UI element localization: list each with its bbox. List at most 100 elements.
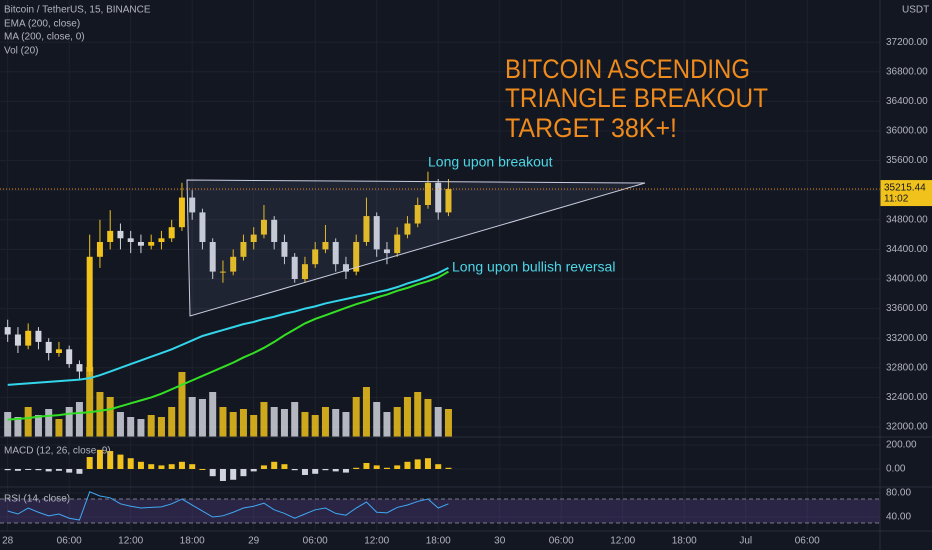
y-tick-label: 33600.00 [886,303,928,314]
volume-bar [34,415,42,437]
volume-bar [280,409,288,437]
macd-bar [230,468,237,480]
triangle-drawing [186,179,646,317]
candle-body [178,197,185,228]
candle-body [291,256,298,279]
annotation: BITCOIN ASCENDING [505,54,750,84]
candle-body [445,189,452,213]
x-tick-label: 30 [494,536,506,547]
indicator-label: EMA (200, close) [4,19,80,30]
volume-bar [157,417,165,437]
volume-bar [86,367,94,437]
candle-body [322,241,329,250]
volume-bar [352,397,360,437]
macd-bar [66,468,73,473]
macd-bar [14,468,21,471]
candle-body [86,256,93,372]
candle-body [148,241,155,246]
macd-bar [291,468,298,471]
overlay: 28 06:00 12:00 18:00 29 06:00 12:00 18:00 30 06:0… [0,37,932,547]
candle-body [383,249,390,254]
macd-bar [342,468,349,473]
macd-bar [189,464,196,469]
chart-title: Bitcoin / TetherUS, 15, BINANCE [4,5,151,16]
annotation: TARGET 38K+! [505,113,677,143]
last-price-label: 35215.44 [884,183,926,194]
macd-bar [363,463,370,469]
volume-bar [362,387,370,437]
rsi-label: RSI (14, close) [4,494,70,505]
candle-body [209,241,216,272]
candle-body [14,334,21,346]
y-tick-label: 40.00 [886,512,911,523]
volume-bar [393,407,401,437]
ma-line [7,267,449,386]
candle-body [404,223,411,235]
candle-body [189,197,196,213]
volume-bar [55,419,63,437]
macd-bar [383,467,390,469]
annotation: TRIANGLE BREAKOUT [505,83,768,113]
macd-bar [96,449,103,469]
candle-body [240,241,247,257]
macd-bar [117,454,124,469]
macd-bar [86,457,93,469]
x-tick-label: 06:00 [549,536,574,547]
macd-bar [158,465,165,469]
candle-body [45,341,52,354]
volume-bar [229,412,237,437]
volume-bar [414,392,422,437]
countdown-label: 11:02 [884,194,909,205]
macd-bar [107,451,114,469]
volume-bar [291,402,299,437]
candle-body [158,238,165,242]
candle-body [260,219,267,235]
volume-bar [311,415,319,437]
candle-body [76,364,83,372]
note: Long upon bullish reversal [452,259,615,275]
y-tick-label: 200.00 [886,440,917,451]
candle-body [127,238,134,242]
candle-body [107,230,114,242]
volume-bar [270,407,278,437]
candle-body [137,241,144,246]
x-tick-label: 18:00 [180,536,205,547]
candle-body [301,264,308,279]
indicator-label: Vol (20) [4,46,38,57]
volume-bar [260,402,268,437]
candle-body [230,256,237,272]
y-tick-label: 0.00 [886,464,906,475]
rsi-band [0,499,880,524]
macd-bar [76,468,83,474]
volume-bar [96,392,104,437]
volume-bar [321,407,329,437]
plot [4,171,452,521]
y-tick-label: 34400.00 [886,244,928,255]
macd-bar [219,468,226,481]
x-tick-label: 28 [2,536,14,547]
candle-body [353,241,360,272]
volume-bar [383,412,391,437]
volume-bar [14,417,22,437]
macd-bar [394,465,401,469]
volume-bar [373,402,381,437]
candle-body [66,349,73,365]
candle-body [117,230,124,239]
note: Long upon breakout [428,154,553,170]
volume-bar [168,407,176,437]
macd-bar [137,461,144,469]
volume-bar [250,415,258,437]
y-tick-label: 33200.00 [886,333,928,344]
volume-bar [342,412,350,437]
candle-body [342,264,349,272]
x-tick-label: 06:00 [795,536,820,547]
macd-bar [4,468,11,471]
macd-bar [353,467,360,469]
volume-bar [198,399,206,437]
candle-body [25,330,32,346]
macd-bar [168,464,175,469]
candle-body [394,234,401,254]
x-tick-label: 18:00 [426,536,451,547]
volume-bar [178,372,186,437]
